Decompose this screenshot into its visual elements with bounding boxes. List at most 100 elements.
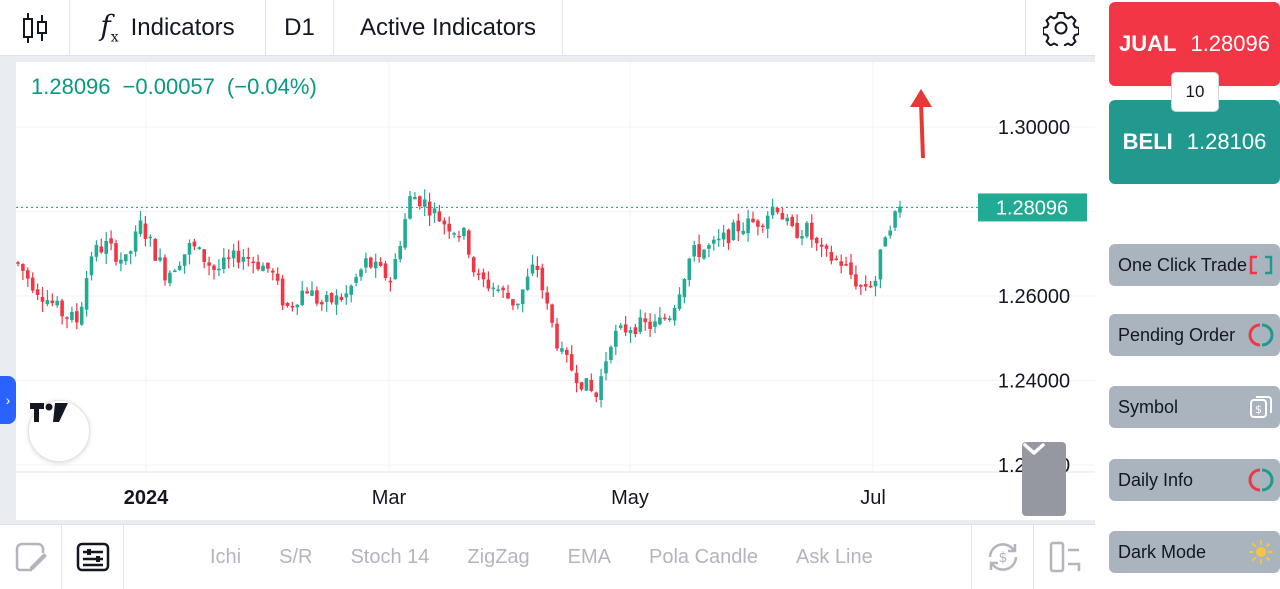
candle-up [344, 293, 349, 298]
symbol-button[interactable]: Symbol $ [1109, 386, 1280, 428]
candle-down [280, 278, 285, 306]
gear-icon [1042, 11, 1079, 46]
chevron-down-icon [1023, 443, 1045, 455]
candle-down [814, 237, 819, 244]
candle-down [285, 302, 290, 306]
drawing-tools-button[interactable] [0, 525, 62, 589]
candle-up [231, 250, 236, 259]
candle-up [516, 303, 520, 306]
indicator-ask-line[interactable]: Ask Line [795, 545, 873, 568]
candle-up [422, 199, 427, 207]
one-click-trade-button[interactable]: One Click Trade [1109, 244, 1280, 286]
candle-up [530, 264, 535, 274]
candle-up [182, 254, 187, 266]
indicator-zigzag[interactable]: ZigZag [467, 545, 530, 568]
candle-up [893, 211, 897, 228]
price-legend: 1.28096 −0.00057 (−0.04%) [31, 74, 329, 100]
candle-up [765, 215, 770, 229]
indicators-button[interactable]: fx Indicators [70, 0, 266, 55]
candle-down [315, 290, 319, 304]
candle-up [805, 222, 809, 237]
candle-down [246, 256, 251, 259]
price-chart[interactable]: 1.280961.300001.260001.240001.220002024M… [16, 62, 1095, 520]
candle-down [829, 251, 834, 261]
candle-down [545, 292, 549, 304]
candle-down [481, 272, 486, 280]
candle-down [65, 317, 69, 319]
candle-up [462, 227, 466, 237]
chart-canvas[interactable]: 1.280961.300001.260001.240001.220002024M… [16, 62, 1095, 520]
candle-down [378, 261, 383, 266]
legend-change: −0.00057 [122, 74, 215, 99]
x-tick-label: Jul [860, 487, 886, 509]
candle-up [168, 272, 172, 284]
indicator-ema[interactable]: EMA [567, 545, 612, 568]
candle-down [21, 264, 25, 271]
x-tick-label: Mar [372, 487, 407, 509]
candle-up [124, 254, 128, 262]
candle-up [658, 317, 662, 325]
candle-up [746, 218, 750, 234]
pending-order-icon [1248, 323, 1274, 347]
candle-down [824, 245, 829, 249]
settings-button[interactable] [1025, 0, 1095, 55]
lot-size-input[interactable]: 10 [1171, 72, 1219, 112]
dark-mode-button[interactable]: Dark Mode [1109, 531, 1280, 573]
trade-panel: JUAL 1.28096 BELI 1.28106 10 One Click T… [1095, 0, 1280, 589]
layout-switch-icon [1049, 541, 1080, 573]
indicator-pola-candle[interactable]: Pola Candle [649, 545, 758, 568]
candle-up [560, 348, 564, 352]
indicator-panel-button[interactable] [62, 525, 124, 589]
candle-up [496, 289, 500, 291]
candle-up [785, 217, 790, 222]
candle-down [736, 220, 741, 232]
chart-type-button[interactable] [0, 0, 70, 55]
candle-up [197, 247, 202, 250]
candle-down [476, 273, 481, 275]
buy-button[interactable]: BELI 1.28106 [1109, 100, 1280, 184]
indicator-sr[interactable]: S/R [279, 545, 313, 568]
buy-label: BELI [1122, 129, 1173, 154]
candle-up [354, 277, 358, 283]
last-price-label-bg [978, 193, 1087, 222]
x-tick-label: 2024 [124, 487, 169, 509]
candle-down [535, 265, 540, 271]
side-toolbar-toggle[interactable]: › [0, 376, 16, 424]
daily-info-button[interactable]: Daily Info [1109, 459, 1280, 501]
candle-up [324, 294, 329, 302]
candle-down [320, 302, 324, 305]
candle-down [844, 264, 848, 266]
active-indicators-button[interactable]: Active Indicators [334, 0, 563, 55]
indicator-ichi[interactable]: Ichi [210, 545, 242, 568]
candle-up [520, 289, 525, 305]
currency-sync-button[interactable]: $ [971, 525, 1033, 589]
candle-up [138, 220, 143, 234]
sun-icon [1249, 540, 1273, 564]
candle-down [266, 262, 270, 269]
pending-order-button[interactable]: Pending Order [1109, 314, 1280, 356]
scroll-to-latest-button[interactable] [1022, 442, 1066, 516]
candle-up [217, 268, 221, 271]
buy-price: 1.28106 [1186, 129, 1267, 154]
chart-toolbar: fx Indicators D1 Active Indicators [0, 0, 1095, 56]
tradingview-logo[interactable] [28, 400, 90, 462]
candle-up [638, 317, 643, 332]
candle-down [192, 241, 197, 247]
candle-up [653, 321, 657, 327]
candle-down [109, 238, 113, 244]
candle-up [452, 233, 456, 235]
candle-down [339, 296, 344, 301]
candle-up [682, 278, 687, 298]
candle-up [609, 346, 613, 360]
last-price-label: 1.28096 [996, 197, 1068, 219]
candle-down [207, 262, 211, 266]
timeframe-button[interactable]: D1 [266, 0, 334, 55]
pending-order-label: Pending Order [1118, 324, 1236, 345]
indicator-stoch[interactable]: Stoch 14 [350, 545, 430, 568]
candle-up [692, 244, 696, 257]
candle-down [511, 299, 515, 306]
one-click-trade-label: One Click Trade [1118, 254, 1248, 275]
layout-switch-button[interactable] [1033, 525, 1095, 589]
candle-up [712, 239, 716, 244]
